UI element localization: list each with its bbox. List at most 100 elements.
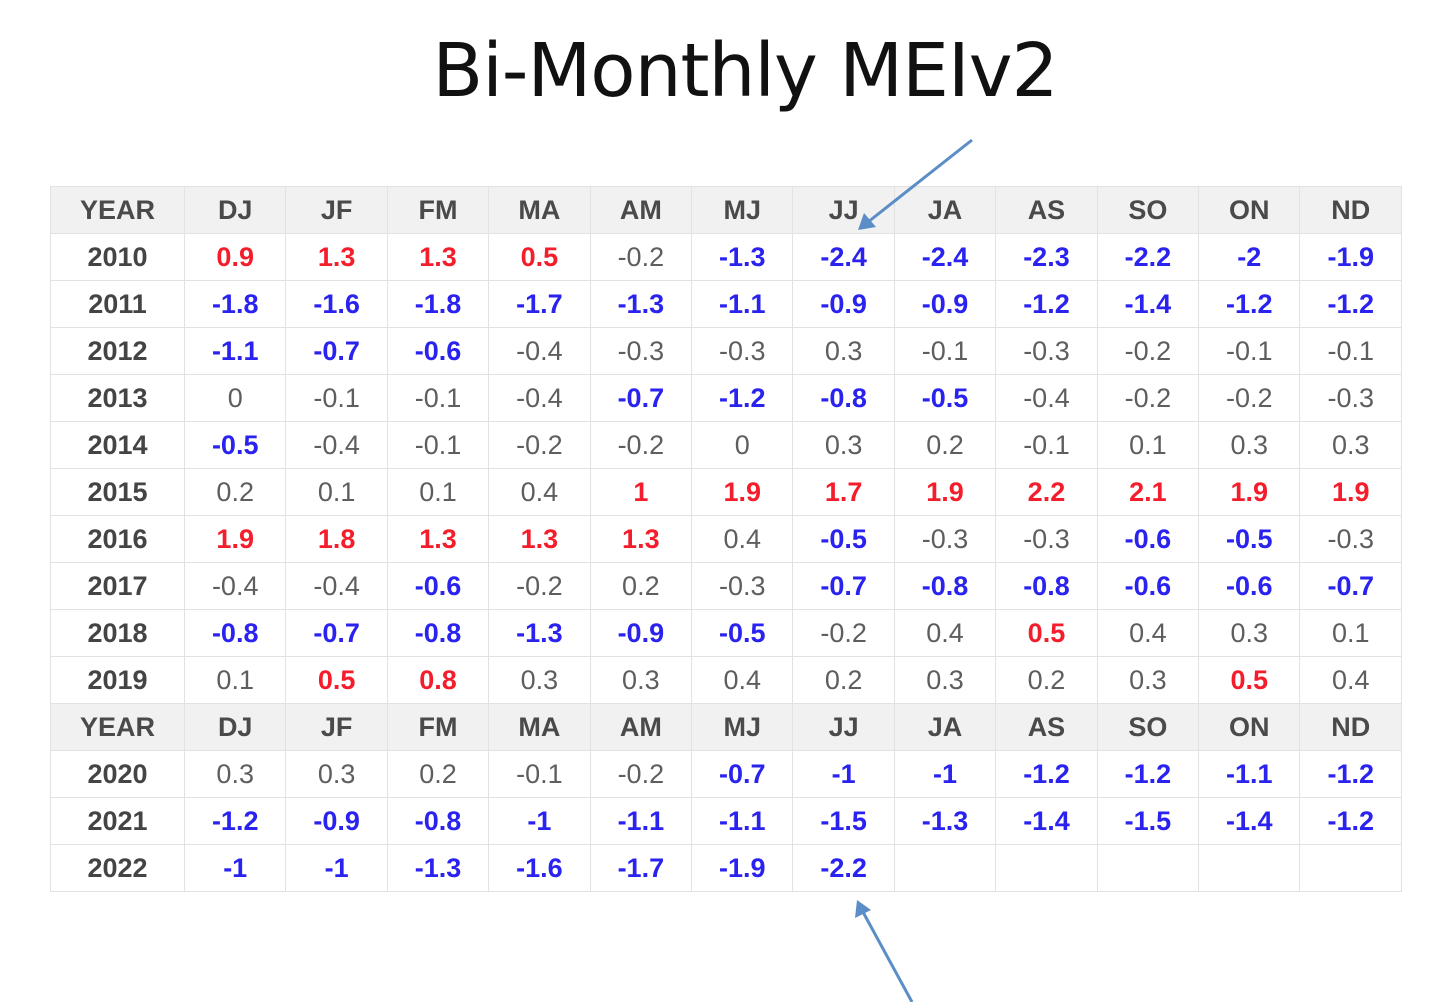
value-cell-jj: -2.4: [792, 233, 895, 281]
value-cell-fm: 0.8: [386, 656, 490, 704]
header-cell-dj: DJ: [183, 186, 287, 234]
value-cell-as: -0.4: [995, 374, 1098, 422]
value-cell-ja: 0.4: [893, 609, 997, 657]
header-cell-ja: JA: [893, 186, 997, 234]
value-cell-so: 0.4: [1096, 609, 1200, 657]
value-cell-ja: [893, 844, 997, 892]
value-cell-on: -0.2: [1198, 374, 1301, 422]
table-row: 2013 0 -0.1 -0.1 -0.4 -0.7 -1.2 -0.8 -0.5 -0.4 -0.…: [50, 374, 1402, 422]
value-cell-am: 0.3: [589, 656, 693, 704]
value-cell-jj: -0.7: [792, 562, 895, 610]
value-cell-jj: -1: [792, 750, 895, 798]
header-cell-on: ON: [1198, 186, 1301, 234]
value-cell-dj: 0.9: [183, 233, 287, 281]
value-cell-nd: -1.2: [1299, 750, 1402, 798]
header-cell-am: AM: [589, 186, 693, 234]
table-row: 2011 -1.8 -1.6 -1.8 -1.7 -1.3 -1.1 -0.9 -0.9 -1.2…: [50, 280, 1402, 328]
year-cell: 2016: [50, 515, 185, 563]
value-cell-jf: -0.4: [285, 562, 388, 610]
value-cell-ja: -0.5: [893, 374, 997, 422]
year-cell: 2019: [50, 656, 185, 704]
header-cell-as: AS: [995, 703, 1098, 751]
value-cell-fm: -0.6: [386, 562, 490, 610]
value-cell-ma: -0.2: [488, 421, 591, 469]
value-cell-jf: -0.7: [285, 609, 388, 657]
table-row: 2014 -0.5 -0.4 -0.1 -0.2 -0.2 0 0.3 0.2 -0.1 0.1 0.…: [50, 421, 1402, 469]
header-cell-am: AM: [589, 703, 693, 751]
value-cell-nd: -0.3: [1299, 374, 1402, 422]
value-cell-jj: -2.2: [792, 844, 895, 892]
value-cell-on: -1.4: [1198, 797, 1301, 845]
value-cell-as: -1.2: [995, 280, 1098, 328]
value-cell-mj: -1.3: [691, 233, 794, 281]
value-cell-ma: 1.3: [488, 515, 591, 563]
value-cell-on: 0.5: [1198, 656, 1301, 704]
value-cell-am: -1.7: [589, 844, 693, 892]
value-cell-jf: -1: [285, 844, 388, 892]
value-cell-on: 1.9: [1198, 468, 1301, 516]
value-cell-on: 0.3: [1198, 421, 1301, 469]
value-cell-nd: -1.9: [1299, 233, 1402, 281]
value-cell-so: -2.2: [1096, 233, 1200, 281]
value-cell-am: -0.2: [589, 421, 693, 469]
value-cell-ma: -1.6: [488, 844, 591, 892]
value-cell-so: -0.2: [1096, 374, 1200, 422]
value-cell-so: -0.6: [1096, 515, 1200, 563]
value-cell-ja: 1.9: [893, 468, 997, 516]
value-cell-as: -1.4: [995, 797, 1098, 845]
value-cell-so: 0.3: [1096, 656, 1200, 704]
value-cell-fm: -0.1: [386, 374, 490, 422]
value-cell-jf: -0.9: [285, 797, 388, 845]
value-cell-as: 0.5: [995, 609, 1098, 657]
year-cell: 2022: [50, 844, 185, 892]
year-cell: 2017: [50, 562, 185, 610]
table-row: 2017 -0.4 -0.4 -0.6 -0.2 0.2 -0.3 -0.7 -0.8 -0.8-…: [50, 562, 1402, 610]
value-cell-fm: -0.1: [386, 421, 490, 469]
value-cell-nd: -0.3: [1299, 515, 1402, 563]
table-row: 2015 0.2 0.1 0.1 0.4 1 1.9 1.7 1.9 2.2 2.1 1.9 1.9: [50, 468, 1402, 516]
value-cell-mj: -1.1: [691, 797, 794, 845]
value-cell-mj: 0.4: [691, 515, 794, 563]
value-cell-dj: -0.4: [183, 562, 287, 610]
value-cell-on: -1.1: [1198, 750, 1301, 798]
value-cell-nd: 0.1: [1299, 609, 1402, 657]
value-cell-nd: [1299, 844, 1402, 892]
header-cell-on: ON: [1198, 703, 1301, 751]
table-row: 2010 0.9 1.3 1.3 0.5 -0.2 -1.3 -2.4 -2.4 -2.3 -2.2…: [50, 233, 1402, 281]
header-cell-year: YEAR: [50, 186, 185, 234]
value-cell-so: -1.5: [1096, 797, 1200, 845]
value-cell-as: -0.1: [995, 421, 1098, 469]
value-cell-ma: -0.4: [488, 374, 591, 422]
value-cell-nd: -0.1: [1299, 327, 1402, 375]
header-cell-ma: MA: [488, 703, 591, 751]
value-cell-am: -0.9: [589, 609, 693, 657]
value-cell-jf: 1.8: [285, 515, 388, 563]
table-row: 2022 -1 -1 -1.3 -1.6 -1.7 -1.9 -2.2: [50, 844, 1402, 892]
value-cell-ja: 0.2: [893, 421, 997, 469]
value-cell-as: 0.2: [995, 656, 1098, 704]
value-cell-as: -2.3: [995, 233, 1098, 281]
value-cell-ma: 0.4: [488, 468, 591, 516]
table-row: 2019 0.1 0.5 0.8 0.3 0.3 0.4 0.2 0.3 0.2 0.3 0.5 0.4: [50, 656, 1402, 704]
value-cell-as: -1.2: [995, 750, 1098, 798]
header-cell-year: YEAR: [50, 703, 185, 751]
header-cell-mj: MJ: [691, 186, 794, 234]
value-cell-ja: -0.3: [893, 515, 997, 563]
value-cell-am: -0.7: [589, 374, 693, 422]
value-cell-dj: -1.8: [183, 280, 287, 328]
value-cell-mj: -1.1: [691, 280, 794, 328]
value-cell-jf: -1.6: [285, 280, 388, 328]
value-cell-so: -1.2: [1096, 750, 1200, 798]
value-cell-nd: -1.2: [1299, 280, 1402, 328]
year-cell: 2011: [50, 280, 185, 328]
mei-table: YEAR DJ JF FM MA AM MJ JJ JA AS SO ON ND 2010 0.9 1.3 1.…: [50, 186, 1402, 892]
value-cell-mj: -0.3: [691, 562, 794, 610]
header-cell-dj: DJ: [183, 703, 287, 751]
value-cell-so: [1096, 844, 1200, 892]
value-cell-ma: -1: [488, 797, 591, 845]
value-cell-dj: 0.2: [183, 468, 287, 516]
value-cell-fm: 1.3: [386, 233, 490, 281]
value-cell-dj: -0.5: [183, 421, 287, 469]
header-cell-jj: JJ: [792, 186, 895, 234]
table-row: 2018 -0.8 -0.7 -0.8 -1.3 -0.9 -0.5 -0.2 0.4 0.5 0.…: [50, 609, 1402, 657]
